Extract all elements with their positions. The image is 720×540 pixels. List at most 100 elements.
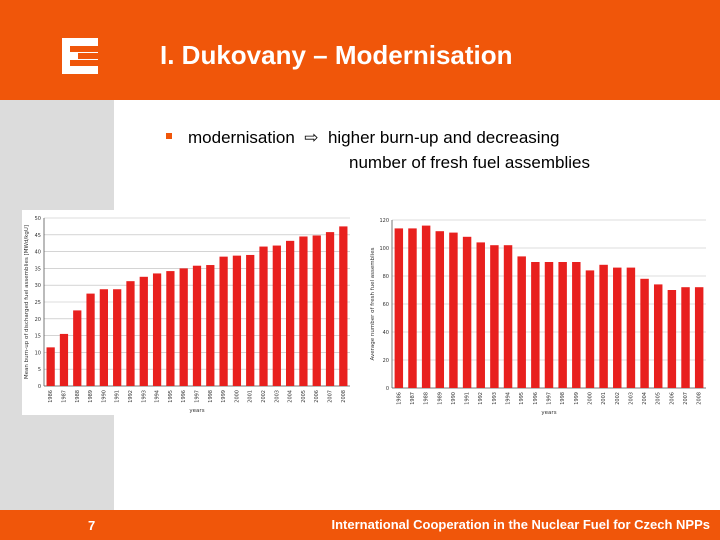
- bar-2008: [694, 287, 704, 388]
- page-number: 7: [88, 518, 96, 533]
- bar-1995: [517, 256, 526, 388]
- y-tick-label: 40: [383, 330, 389, 336]
- burnup-chart-svg: 0 5 10 15 20 25 30 35 40 45 50 1986 1987 1988 1989 1990…: [24, 216, 350, 414]
- x-tick-label: 1995: [519, 392, 525, 405]
- x-tick-label: 1995: [168, 390, 174, 403]
- x-axis-label: years: [189, 408, 204, 414]
- y-tick-label: 45: [35, 233, 41, 239]
- bar-2007: [681, 287, 690, 388]
- x-tick-label: 1998: [560, 392, 566, 405]
- bar-1987: [59, 333, 69, 386]
- x-tick-label: 1986: [48, 390, 54, 403]
- y-axis-label: Average number of fresh fuel assemblies: [370, 247, 376, 360]
- bar-1994: [152, 273, 162, 386]
- bar-1986: [394, 228, 404, 388]
- y-tick-label: 50: [35, 216, 41, 222]
- x-tick-label: 2000: [234, 390, 240, 403]
- bar-1998: [206, 265, 215, 386]
- bar-2000: [585, 270, 595, 388]
- bar-2005: [299, 236, 308, 386]
- y-tick-label: 20: [35, 317, 41, 323]
- bar-1986: [46, 347, 55, 386]
- bar-1993: [139, 276, 148, 386]
- x-tick-label: 2003: [274, 390, 280, 403]
- x-tick-label: 1992: [128, 390, 134, 403]
- x-tick-label: 2004: [288, 390, 294, 403]
- bar-1990: [449, 232, 458, 388]
- y-tick-label: 100: [379, 246, 389, 252]
- bullet-lead: modernisation: [188, 128, 295, 147]
- fresh-assemblies-chart-svg: 0 20 40 60 80 100 120 1986 1987 1988 1989 1990 1991 1…: [370, 218, 706, 415]
- y-tick-label: 15: [35, 334, 41, 340]
- slide-footer: 7 International Cooperation in the Nucle…: [0, 510, 720, 540]
- bar-1998: [558, 262, 567, 388]
- bar-2002: [613, 267, 622, 388]
- x-axis-label: years: [541, 410, 556, 415]
- bar-2007: [325, 232, 335, 386]
- bar-1997: [192, 265, 202, 386]
- bar-2003: [626, 267, 636, 388]
- arrow-icon: ⇨: [304, 128, 319, 147]
- y-tick-label: 0: [38, 384, 41, 390]
- bar-1992: [476, 242, 485, 388]
- x-tick-label: 1990: [101, 390, 107, 403]
- x-tick-label: 1998: [208, 390, 214, 403]
- y-tick-label: 60: [383, 302, 389, 308]
- x-tick-label: 1996: [181, 390, 187, 403]
- bar-1991: [462, 236, 472, 388]
- bar-1999: [219, 256, 228, 386]
- x-tick-label: 1994: [506, 392, 512, 405]
- bar-1988: [421, 225, 431, 388]
- x-tick-label: 1992: [478, 392, 484, 405]
- bullet-line-1: higher burn-up and decreasing: [327, 128, 560, 147]
- x-tick-label: 2004: [642, 392, 648, 405]
- x-tick-label: 1987: [410, 392, 416, 405]
- y-tick-label: 35: [35, 266, 41, 272]
- y-tick-label: 20: [383, 358, 389, 364]
- x-tick-label: 1991: [115, 390, 121, 403]
- x-tick-label: 1999: [574, 392, 580, 405]
- x-tick-label: 2001: [601, 392, 607, 405]
- x-tick-label: 2002: [615, 392, 621, 405]
- bar-2001: [246, 254, 255, 386]
- x-tick-label: 1999: [221, 390, 227, 403]
- x-tick-label: 1997: [195, 390, 201, 403]
- bar-2002: [259, 246, 268, 386]
- bar-2004: [286, 240, 295, 386]
- bar-1997: [544, 262, 554, 388]
- bar-2005: [653, 284, 663, 388]
- bullet-square-icon: [166, 133, 172, 139]
- x-tick-label: 2008: [697, 392, 703, 405]
- bar-1989: [86, 293, 95, 386]
- bar-1994: [503, 245, 513, 388]
- y-tick-label: 80: [383, 274, 389, 280]
- x-tick-label: 1997: [547, 392, 553, 405]
- bar-2000: [232, 255, 242, 386]
- x-tick-label: 2006: [669, 392, 675, 405]
- bar-2006: [667, 290, 677, 388]
- y-tick-label: 40: [35, 250, 41, 256]
- fresh-assemblies-chart: 0 20 40 60 80 100 120 1986 1987 1988 1989 1990 1991 1…: [368, 210, 710, 415]
- y-tick-label: 10: [35, 350, 41, 356]
- bar-2003: [272, 245, 281, 386]
- x-tick-label: 2005: [656, 392, 662, 405]
- x-tick-label: 2000: [587, 392, 593, 405]
- x-tick-label: 2001: [248, 390, 254, 403]
- bar-2006: [312, 235, 321, 386]
- x-tick-label: 1988: [424, 392, 430, 405]
- burnup-chart: 0 5 10 15 20 25 30 35 40 45 50 1986 1987 1988 1989 1990…: [22, 210, 354, 415]
- y-tick-label: 25: [35, 300, 41, 306]
- x-tick-label: 1996: [533, 392, 539, 405]
- bar-1989: [435, 231, 445, 388]
- bar-1995: [166, 271, 175, 386]
- bullet-line-2: number of fresh fuel assemblies: [349, 153, 590, 172]
- x-tick-label: 2007: [328, 390, 334, 403]
- bar-1990: [99, 289, 108, 386]
- x-tick-label: 1994: [155, 390, 161, 403]
- bar-1987: [408, 228, 417, 388]
- bar-1999: [572, 262, 581, 388]
- bar-2004: [640, 278, 649, 388]
- x-tick-label: 1993: [492, 392, 498, 405]
- bar-1991: [113, 289, 122, 386]
- cez-logo-icon: [62, 38, 98, 74]
